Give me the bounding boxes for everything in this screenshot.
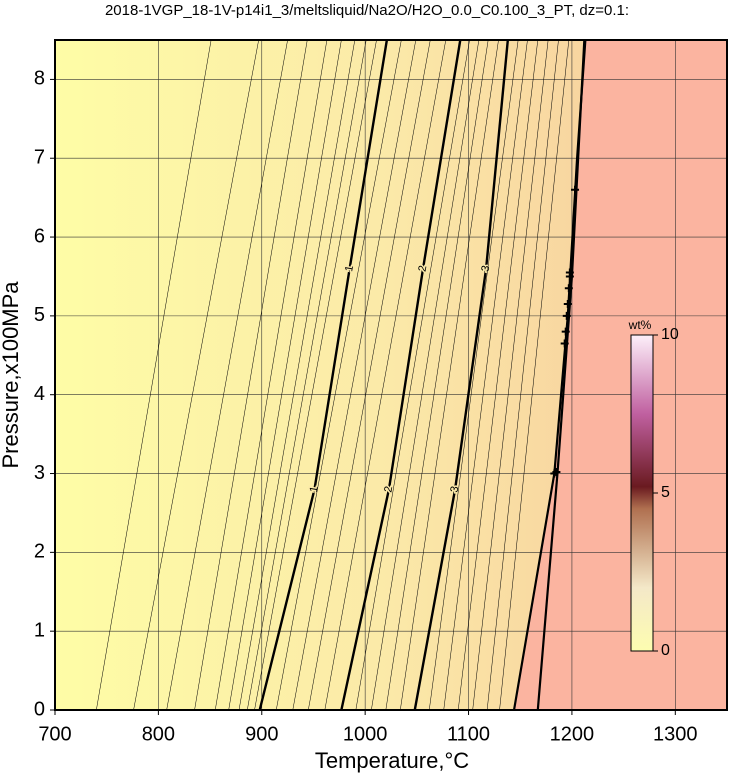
minor-contour bbox=[214, 40, 328, 710]
data-point bbox=[565, 268, 574, 277]
minor-contour bbox=[385, 40, 489, 710]
y-tick-label: 4 bbox=[34, 383, 45, 405]
x-tick-label: 1100 bbox=[447, 723, 490, 745]
colorbar-label: wt% bbox=[628, 318, 652, 332]
minor-contour bbox=[486, 40, 559, 710]
plot-frame bbox=[54, 39, 728, 711]
data-point bbox=[561, 327, 570, 336]
minor-contour bbox=[324, 40, 447, 710]
y-tick-label: 0 bbox=[34, 698, 45, 720]
contour-label: 1 bbox=[308, 485, 321, 493]
y-tick-label: 3 bbox=[34, 462, 45, 484]
colorbar-tick-label: 5 bbox=[661, 484, 670, 501]
x-tick-label: 800 bbox=[142, 723, 175, 745]
x-tick-label: 1300 bbox=[653, 723, 698, 745]
plot-area: 1 1 2 2 3 3 bbox=[55, 40, 727, 710]
minor-contour bbox=[228, 40, 342, 710]
minor-contour bbox=[254, 40, 377, 710]
melt-region bbox=[514, 40, 727, 710]
major-contour bbox=[258, 40, 389, 710]
contour-label: 2 bbox=[417, 265, 430, 273]
y-tick-label: 1 bbox=[34, 619, 45, 641]
y-tick-label: 7 bbox=[34, 147, 45, 169]
minor-contour bbox=[457, 40, 539, 710]
y-tick-label: 2 bbox=[34, 541, 45, 563]
contour-label: 3 bbox=[480, 265, 493, 273]
boundary-line bbox=[536, 40, 586, 710]
colorbar-tick-label: 10 bbox=[661, 326, 679, 343]
x-axis-label: Temperature,°C bbox=[315, 748, 469, 773]
y-axis-label: Pressure,x100MPa bbox=[0, 281, 23, 469]
data-point bbox=[563, 300, 572, 309]
minor-contour bbox=[472, 40, 549, 710]
minor-contour bbox=[96, 40, 212, 710]
minor-contour bbox=[238, 40, 356, 710]
colorbar bbox=[630, 334, 654, 652]
data-point bbox=[552, 467, 561, 476]
data-point bbox=[562, 311, 571, 320]
contour-label: 3 bbox=[449, 485, 462, 493]
contour-label: 2 bbox=[382, 485, 395, 493]
minor-contour bbox=[371, 40, 480, 710]
minor-contour bbox=[166, 40, 288, 710]
minor-contour bbox=[499, 40, 570, 710]
data-point bbox=[560, 339, 569, 348]
major-contour bbox=[340, 40, 462, 710]
data-point bbox=[564, 284, 573, 293]
minor-contour bbox=[308, 40, 431, 710]
x-tick-label: 1200 bbox=[550, 723, 595, 745]
minor-contour bbox=[400, 40, 499, 710]
minor-contour bbox=[133, 40, 259, 710]
minor-contour bbox=[194, 40, 308, 710]
minor-contour bbox=[292, 40, 417, 710]
x-tick-label: 1000 bbox=[343, 723, 388, 745]
chart-title: 2018-1VGP_18-1V-p14i1_3/meltsliquid/Na2O… bbox=[105, 2, 629, 19]
x-tick-label: 900 bbox=[245, 723, 278, 745]
y-tick-label: 5 bbox=[34, 304, 45, 326]
minor-contour bbox=[275, 40, 402, 710]
colorbar-tick-label: 0 bbox=[661, 642, 670, 659]
x-tick-label: 700 bbox=[38, 723, 71, 745]
major-contour bbox=[413, 40, 510, 710]
minor-contour bbox=[355, 40, 470, 710]
contour-label: 1 bbox=[343, 265, 356, 273]
minor-contour bbox=[443, 40, 528, 710]
y-tick-label: 8 bbox=[34, 68, 45, 90]
minor-contour bbox=[247, 40, 367, 710]
minor-contour bbox=[429, 40, 519, 710]
data-point bbox=[571, 185, 580, 194]
y-tick-label: 6 bbox=[34, 225, 45, 247]
